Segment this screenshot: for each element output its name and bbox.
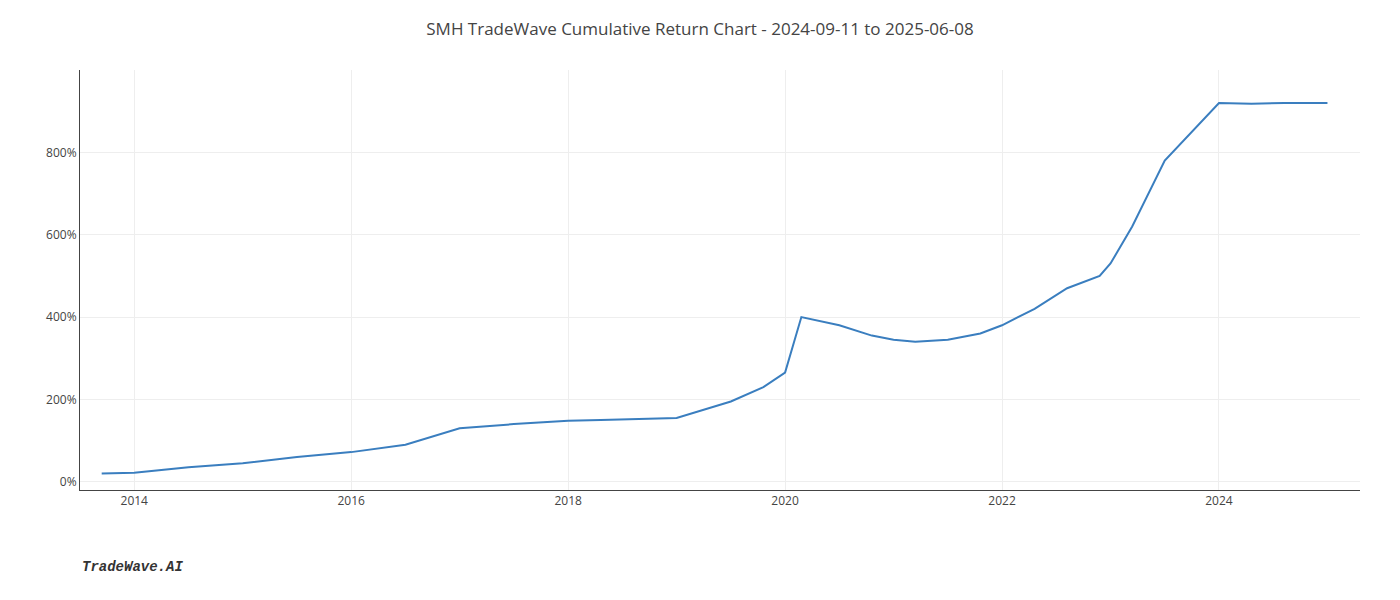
svg-text:400%: 400% (46, 308, 77, 325)
svg-text:800%: 800% (46, 144, 77, 161)
svg-text:200%: 200% (46, 391, 77, 408)
svg-text:TradeWave.AI: TradeWave.AI (82, 559, 183, 575)
svg-text:2024: 2024 (1205, 492, 1233, 509)
svg-text:600%: 600% (46, 226, 77, 243)
svg-text:2022: 2022 (988, 492, 1016, 509)
svg-text:2020: 2020 (771, 492, 799, 509)
svg-text:2014: 2014 (121, 492, 149, 509)
svg-text:2018: 2018 (554, 492, 582, 509)
svg-text:2016: 2016 (337, 492, 365, 509)
svg-text:SMH TradeWave Cumulative Retur: SMH TradeWave Cumulative Return Chart - … (426, 17, 973, 40)
svg-text:0%: 0% (60, 473, 77, 490)
